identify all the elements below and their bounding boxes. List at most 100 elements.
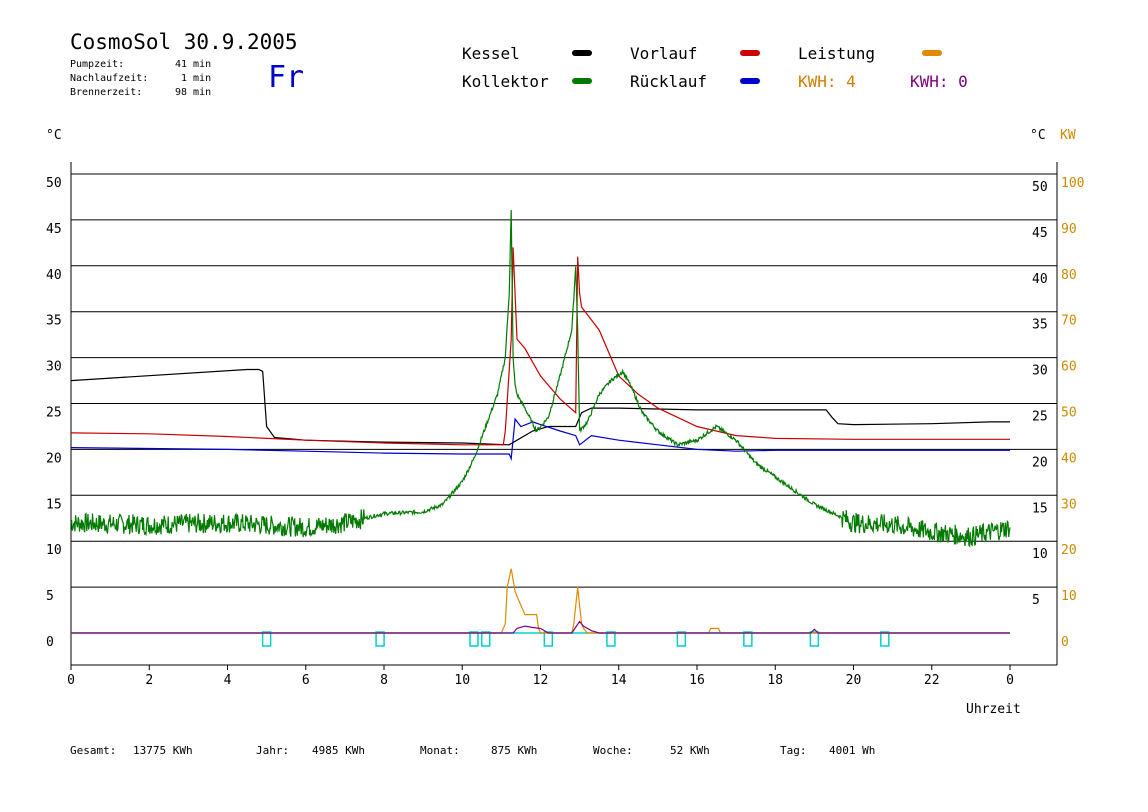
pump-marker (375, 631, 385, 647)
y-tick-label-right: 35 (1032, 318, 1048, 333)
left-axis-unit: °C (46, 128, 62, 143)
x-tick-label: 12 (533, 673, 549, 688)
legend-vorlauf: Vorlauf (630, 44, 698, 63)
y-tick-label-right: 25 (1032, 410, 1048, 425)
legend-leistung-swatch (922, 50, 942, 56)
footer-jahr-value: 4985 KWh (312, 744, 365, 757)
series-line-kwh2 (71, 620, 1010, 634)
legend-kwh-other: KWH: 0 (910, 72, 968, 91)
series-line-leistung (71, 568, 1010, 634)
y-tick-label-left: 25 (46, 406, 62, 421)
legend-kollektor-swatch (572, 78, 592, 84)
y-tick-label-left: 0 (46, 635, 54, 650)
stat-nachlaufzeit-label: Nachlaufzeit: (70, 73, 149, 84)
y-tick-label-left: 20 (46, 451, 62, 466)
footer-monat-label: Monat: (420, 744, 460, 757)
weekday-label: Fr (268, 60, 305, 95)
legend-kollektor: Kollektor (462, 72, 549, 91)
x-tick-label: 0 (1006, 673, 1014, 688)
x-tick-label: 2 (145, 673, 153, 688)
footer-monat-value: 875 KWh (491, 744, 538, 757)
y2-tick-label: 20 (1061, 543, 1077, 558)
legend-ruecklauf: Rücklauf (630, 72, 708, 91)
y2-tick-label: 100 (1061, 176, 1084, 191)
pump-marker (743, 631, 753, 647)
y-tick-label-left: 40 (46, 268, 62, 283)
series-line-kessel (70, 368, 1010, 446)
stat-pumpzeit-value: 41 min (175, 59, 212, 70)
y2-tick-label: 80 (1061, 268, 1077, 283)
y-tick-label-left: 35 (46, 314, 62, 329)
footer-gesamt-label: Gesamt: (70, 744, 117, 757)
stat-brennerzeit-value: 98 min (175, 87, 212, 98)
legend-kessel-swatch (572, 50, 592, 56)
chart-series (70, 209, 1011, 647)
x-tick-label: 18 (767, 673, 783, 688)
footer-tag-value: 4001 Wh (829, 744, 876, 757)
y-tick-label-left: 45 (46, 222, 62, 237)
chart-ticks: 0510152025303540455051015202530354045500… (46, 176, 1084, 688)
legend-leistung: Leistung (798, 44, 876, 63)
footer-tag-label: Tag: (780, 744, 807, 757)
y2-tick-label: 10 (1061, 589, 1077, 604)
series-line-kollektor (70, 209, 1011, 548)
y-tick-label-left: 50 (46, 176, 62, 191)
footer-woche-label: Woche: (593, 744, 633, 757)
chart-axes (70, 162, 1058, 666)
series-line-ruecklauf (70, 417, 1010, 461)
y-tick-label-right: 45 (1032, 226, 1048, 241)
legend-kessel: Kessel (462, 44, 520, 63)
y-tick-label-left: 15 (46, 497, 62, 512)
stat-pumpzeit-label: Pumpzeit: (70, 59, 125, 70)
x-tick-label: 0 (67, 673, 75, 688)
y-tick-label-left: 5 (46, 589, 54, 604)
right-axis-unit-kw: KW (1060, 128, 1076, 143)
footer-woche-value: 52 KWh (670, 744, 710, 757)
chart-title: CosmoSol 30.9.2005 (70, 30, 298, 54)
y2-tick-label: 0 (1061, 635, 1069, 650)
pump-marker (543, 631, 554, 647)
pump-marker (606, 631, 616, 647)
x-tick-label: 10 (454, 673, 470, 688)
series-line-vorlauf (70, 247, 1010, 446)
y-tick-label-left: 30 (46, 360, 62, 375)
x-tick-label: 16 (689, 673, 705, 688)
x-tick-label: 22 (924, 673, 940, 688)
stat-nachlaufzeit-value: 1 min (181, 73, 212, 84)
stat-brennerzeit-label: Brennerzeit: (70, 87, 143, 98)
x-tick-label: 4 (224, 673, 232, 688)
x-axis-label: Uhrzeit (966, 702, 1021, 717)
y2-tick-label: 90 (1061, 222, 1077, 237)
legend-vorlauf-swatch (740, 50, 760, 56)
legend-kwh-solar: KWH: 4 (798, 72, 856, 91)
y2-tick-label: 60 (1061, 360, 1077, 375)
y2-tick-label: 40 (1061, 451, 1077, 466)
y-tick-label-right: 20 (1032, 455, 1048, 470)
right-axis-unit-celsius: °C (1030, 128, 1046, 143)
y2-tick-label: 30 (1061, 497, 1077, 512)
y-tick-label-right: 15 (1032, 501, 1048, 516)
y2-tick-label: 50 (1061, 406, 1077, 421)
pump-marker (676, 631, 687, 647)
pump-marker (469, 631, 479, 647)
x-tick-label: 14 (611, 673, 627, 688)
y2-tick-label: 70 (1061, 314, 1077, 329)
y-tick-label-right: 40 (1032, 272, 1048, 287)
chart-grid (71, 173, 1057, 588)
y-tick-label-right: 50 (1032, 180, 1048, 195)
pump-marker (880, 631, 890, 647)
footer-gesamt-value: 13775 KWh (133, 744, 193, 757)
pump-marker (480, 631, 491, 647)
x-tick-label: 6 (302, 673, 310, 688)
legend-ruecklauf-swatch (740, 78, 760, 84)
pump-marker (261, 631, 272, 647)
y-tick-label-right: 5 (1032, 593, 1040, 608)
y-tick-label-right: 10 (1032, 547, 1048, 562)
footer-jahr-label: Jahr: (256, 744, 290, 757)
y-tick-label-left: 10 (46, 543, 62, 558)
x-tick-label: 8 (380, 673, 388, 688)
pump-marker (809, 631, 820, 647)
x-tick-label: 20 (846, 673, 862, 688)
y-tick-label-right: 30 (1032, 364, 1048, 379)
